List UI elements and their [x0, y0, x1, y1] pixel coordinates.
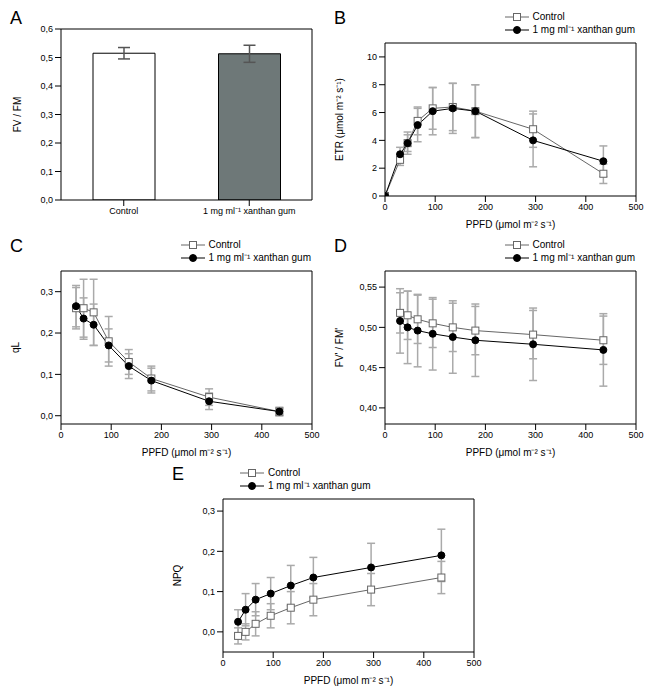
- svg-text:300: 300: [366, 658, 381, 668]
- svg-text:PPFD (μmol m⁻² s⁻¹): PPFD (μmol m⁻² s⁻¹): [466, 447, 556, 458]
- svg-text:ETR (μmol m⁻² s⁻¹): ETR (μmol m⁻² s⁻¹): [334, 78, 345, 161]
- html-text:D: D: [334, 236, 347, 256]
- svg-text:0,2: 0,2: [202, 547, 215, 557]
- html-text:E: E: [172, 464, 184, 484]
- svg-text:0,3: 0,3: [40, 110, 53, 120]
- html-text:C: C: [10, 236, 23, 256]
- html-text:A: A: [10, 8, 22, 28]
- svg-text:0,5: 0,5: [40, 53, 53, 63]
- svg-text:0,3: 0,3: [202, 506, 215, 516]
- svg-text:10: 10: [367, 52, 377, 62]
- svg-text:200: 200: [316, 658, 331, 668]
- svg-text:PPFD (μmol m⁻² s⁻¹): PPFD (μmol m⁻² s⁻¹): [304, 675, 394, 686]
- svg-text:300: 300: [528, 202, 543, 212]
- svg-text:FV' / FM': FV' / FM': [334, 328, 345, 367]
- html-text:Control: Control: [532, 11, 565, 22]
- svg-text:0,1: 0,1: [202, 587, 215, 597]
- svg-text:100: 100: [428, 430, 443, 440]
- svg-text:0,0: 0,0: [202, 627, 215, 637]
- svg-text:200: 200: [154, 430, 169, 440]
- svg-text:0: 0: [220, 658, 225, 668]
- svg-text:0: 0: [382, 202, 387, 212]
- html-text:Control: Control: [532, 239, 565, 250]
- svg-text:qL: qL: [10, 342, 21, 354]
- html-text:Control: Control: [268, 467, 301, 478]
- svg-text:2: 2: [372, 163, 377, 173]
- svg-text:0,1: 0,1: [40, 167, 53, 177]
- svg-text:0: 0: [58, 430, 63, 440]
- svg-text:0,40: 0,40: [359, 403, 377, 413]
- svg-text:0: 0: [382, 430, 387, 440]
- svg-text:400: 400: [416, 658, 431, 668]
- svg-text:0,4: 0,4: [40, 81, 53, 91]
- svg-text:500: 500: [304, 430, 319, 440]
- svg-text:0: 0: [372, 191, 377, 201]
- svg-text:PPFD (μmol m⁻² s⁻¹): PPFD (μmol m⁻² s⁻¹): [142, 447, 232, 458]
- svg-text:400: 400: [254, 430, 269, 440]
- svg-text:0,55: 0,55: [359, 282, 377, 292]
- html-text:Control: Control: [208, 239, 241, 250]
- svg-text:100: 100: [428, 202, 443, 212]
- svg-text:8: 8: [372, 80, 377, 90]
- svg-text:200: 200: [478, 430, 493, 440]
- html-text:1 mg ml⁻¹ xanthan gum: 1 mg ml⁻¹ xanthan gum: [532, 252, 635, 263]
- svg-text:400: 400: [578, 430, 593, 440]
- svg-text:100: 100: [104, 430, 119, 440]
- svg-text:300: 300: [528, 430, 543, 440]
- svg-text:500: 500: [466, 658, 481, 668]
- svg-text:0,1: 0,1: [40, 370, 53, 380]
- html-text:1 mg ml⁻¹ xanthan gum: 1 mg ml⁻¹ xanthan gum: [208, 252, 311, 263]
- svg-text:0,3: 0,3: [40, 287, 53, 297]
- svg-text:Control: Control: [109, 206, 138, 216]
- svg-text:0,2: 0,2: [40, 328, 53, 338]
- svg-text:400: 400: [578, 202, 593, 212]
- svg-text:0,6: 0,6: [40, 24, 53, 34]
- svg-text:6: 6: [372, 108, 377, 118]
- svg-text:0,50: 0,50: [359, 323, 377, 333]
- svg-text:500: 500: [628, 430, 643, 440]
- svg-text:PPFD (μmol m⁻² s⁻¹): PPFD (μmol m⁻² s⁻¹): [466, 219, 556, 230]
- svg-text:FV / FM: FV / FM: [12, 97, 23, 133]
- svg-text:300: 300: [204, 430, 219, 440]
- html-text:1 mg ml⁻¹ xanthan gum: 1 mg ml⁻¹ xanthan gum: [532, 24, 635, 35]
- svg-text:500: 500: [628, 202, 643, 212]
- svg-text:0,0: 0,0: [40, 411, 53, 421]
- svg-text:NPQ: NPQ: [172, 564, 183, 586]
- svg-text:200: 200: [478, 202, 493, 212]
- html-text:B: B: [334, 8, 346, 28]
- svg-text:4: 4: [372, 136, 377, 146]
- svg-text:100: 100: [266, 658, 281, 668]
- svg-text:0,0: 0,0: [40, 195, 53, 205]
- html-text:1 mg ml⁻¹ xanthan gum: 1 mg ml⁻¹ xanthan gum: [268, 480, 371, 491]
- svg-text:0,45: 0,45: [359, 363, 377, 373]
- svg-text:1 mg ml⁻¹ xanthan gum: 1 mg ml⁻¹ xanthan gum: [203, 206, 296, 216]
- svg-text:0,2: 0,2: [40, 138, 53, 148]
